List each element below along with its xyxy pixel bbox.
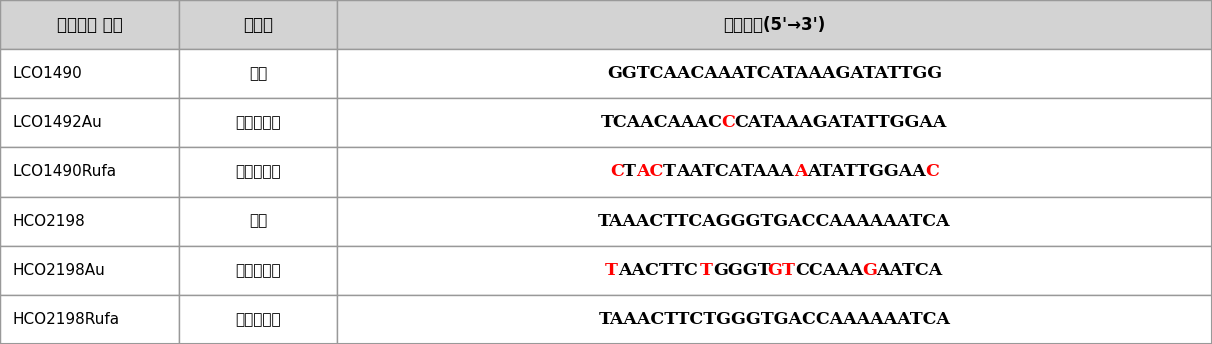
Bar	[179, 295, 337, 344]
Text: 프라이머 이름: 프라이머 이름	[57, 15, 122, 34]
Bar	[0, 246, 179, 295]
Text: AATCA: AATCA	[876, 262, 943, 279]
Text: LCO1492Au: LCO1492Au	[12, 115, 102, 130]
Text: G: G	[767, 262, 783, 279]
Bar	[337, 196, 1212, 246]
Bar	[179, 246, 337, 295]
Bar	[0, 0, 179, 49]
Bar	[0, 49, 179, 98]
Text: T: T	[699, 262, 713, 279]
Text: 방아벌레과: 방아벌레과	[235, 263, 281, 278]
Text: C: C	[926, 163, 939, 181]
Text: LCO1490: LCO1490	[12, 66, 81, 81]
Text: 서열정보(5'→3'): 서열정보(5'→3')	[724, 15, 825, 34]
Text: 방아벌레과: 방아벌레과	[235, 115, 281, 130]
Bar	[0, 196, 179, 246]
Text: T: T	[605, 262, 618, 279]
Bar	[337, 295, 1212, 344]
Bar	[179, 0, 337, 49]
Text: AATCATAAA: AATCATAAA	[676, 163, 794, 181]
Bar	[337, 0, 1212, 49]
Text: T: T	[623, 163, 636, 181]
Text: AC: AC	[636, 163, 664, 181]
Text: C: C	[610, 163, 624, 181]
Bar	[0, 295, 179, 344]
Text: C: C	[721, 114, 734, 131]
Text: TAAACTTCTGGGTGACCAAAAAATCA: TAAACTTCTGGGTGACCAAAAAATCA	[599, 311, 950, 328]
Text: A: A	[794, 163, 807, 181]
Text: T: T	[782, 262, 794, 279]
Text: 반딧불이과: 반딧불이과	[235, 164, 281, 180]
Text: CCAAA: CCAAA	[795, 262, 863, 279]
Bar	[179, 49, 337, 98]
Text: HCO2198: HCO2198	[12, 214, 85, 229]
Bar	[337, 98, 1212, 148]
Text: TAAACTTCAGGGTGACCAAAAAATCA: TAAACTTCAGGGTGACCAAAAAATCA	[599, 213, 950, 230]
Bar	[0, 98, 179, 148]
Text: LCO1490Rufa: LCO1490Rufa	[12, 164, 116, 180]
Text: GGGT: GGGT	[714, 262, 771, 279]
Text: HCO2198Rufa: HCO2198Rufa	[12, 312, 119, 327]
Text: AACTTC: AACTTC	[618, 262, 698, 279]
Text: 반딧불이과: 반딧불이과	[235, 312, 281, 327]
Text: ATATTGGAA: ATATTGGAA	[807, 163, 926, 181]
Bar	[179, 148, 337, 196]
Text: TCAACAAAC: TCAACAAAC	[600, 114, 722, 131]
Bar	[337, 246, 1212, 295]
Text: 공통: 공통	[248, 214, 268, 229]
Bar	[179, 196, 337, 246]
Text: T: T	[663, 163, 675, 181]
Bar	[337, 148, 1212, 196]
Text: G: G	[863, 262, 877, 279]
Bar	[0, 148, 179, 196]
Text: HCO2198Au: HCO2198Au	[12, 263, 104, 278]
Text: 분류군: 분류군	[244, 15, 273, 34]
Bar	[337, 49, 1212, 98]
Text: CATAAAGATATTGGAA: CATAAAGATATTGGAA	[734, 114, 947, 131]
Bar	[179, 98, 337, 148]
Text: GGTCAACAAATCATAAAGATATTGG: GGTCAACAAATCATAAAGATATTGG	[607, 65, 942, 82]
Text: 공통: 공통	[248, 66, 268, 81]
